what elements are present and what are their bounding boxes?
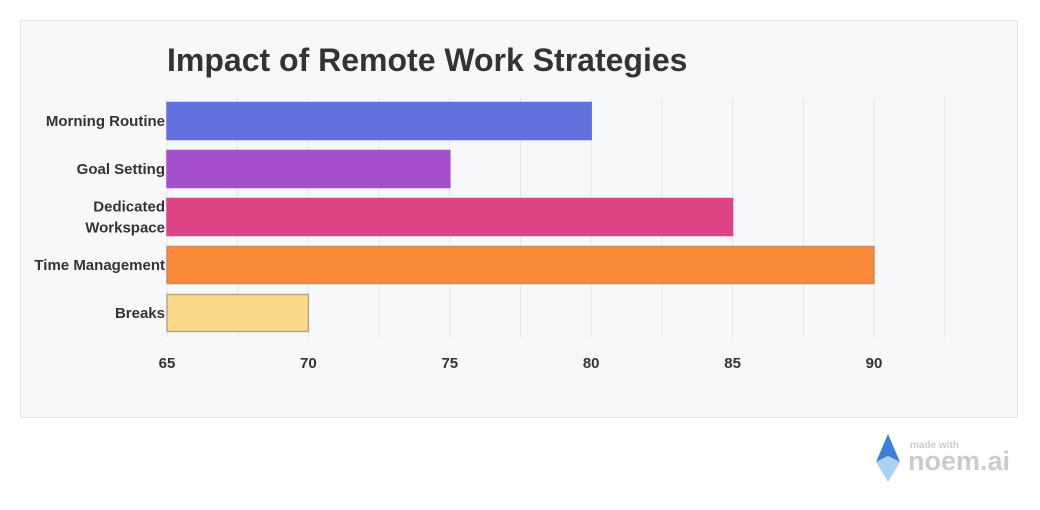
x-tick-label: 75 — [441, 355, 458, 372]
category-label: Dedicated Workspace — [85, 199, 165, 237]
chart-card: Impact of Remote Work Strategies Morning… — [20, 20, 1018, 418]
watermark-line2: noem.ai — [908, 446, 1010, 476]
x-tick-label: 80 — [583, 355, 600, 372]
category-label: Morning Routine — [46, 113, 165, 130]
bar — [166, 149, 451, 189]
bars — [166, 101, 875, 333]
bar — [166, 101, 592, 141]
bar-chart: Impact of Remote Work Strategies Morning… — [34, 42, 946, 372]
noem-watermark: made with noem.ai — [870, 432, 1020, 486]
noem-logo-icon — [876, 434, 900, 482]
x-tick-label: 70 — [300, 355, 317, 372]
category-label: Time Management — [34, 257, 165, 274]
bar — [166, 245, 875, 285]
bar — [166, 293, 310, 333]
category-label: Goal Setting — [77, 161, 165, 178]
chart-title: Impact of Remote Work Strategies — [167, 42, 687, 78]
x-tick-label: 65 — [159, 355, 176, 372]
category-labels: Morning Routine Goal Setting Dedicated Work… — [34, 113, 165, 322]
x-tick-label: 85 — [724, 355, 741, 372]
x-axis-ticks: 65 70 75 80 85 90 — [159, 355, 883, 372]
watermark-line1: made with — [910, 440, 959, 451]
x-tick-label: 90 — [866, 355, 883, 372]
category-label: Breaks — [115, 305, 165, 322]
bar — [166, 197, 734, 237]
